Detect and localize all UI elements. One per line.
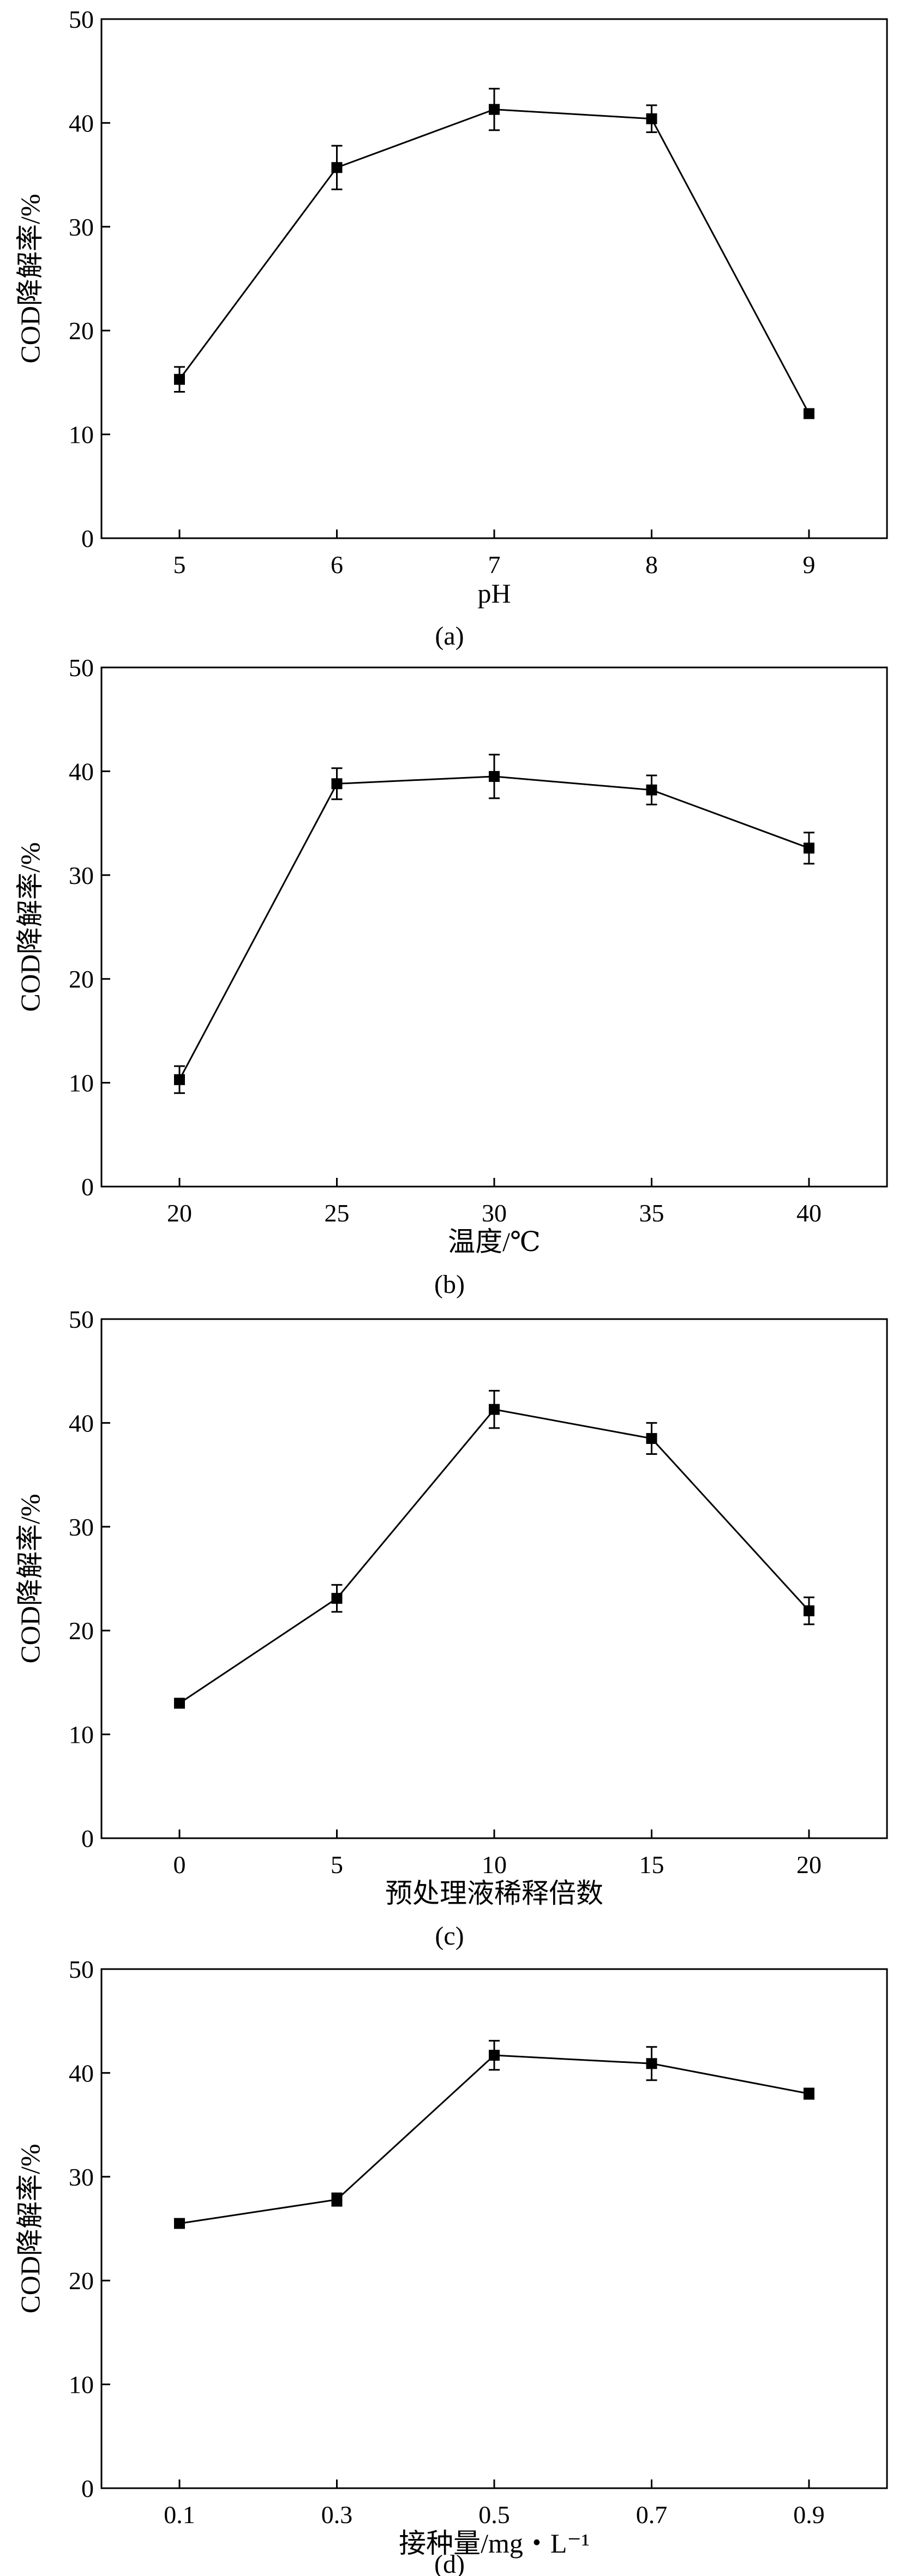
y-tick-label: 0 bbox=[81, 1173, 94, 1201]
series-line bbox=[178, 109, 810, 414]
x-axis-label: 预处理液稀释倍数 bbox=[385, 1878, 603, 1909]
x-tick-label: 0 bbox=[173, 1851, 186, 1879]
x-tick-label: 10 bbox=[482, 1851, 507, 1879]
y-tick-label: 40 bbox=[69, 2059, 94, 2087]
y-tick-label: 20 bbox=[69, 2267, 94, 2295]
series-line bbox=[178, 775, 810, 1080]
y-tick-label: 20 bbox=[69, 1617, 94, 1645]
data-point bbox=[331, 778, 343, 790]
x-tick-label: 6 bbox=[331, 551, 343, 579]
y-tick-label: 10 bbox=[69, 1069, 94, 1097]
x-tick-label: 25 bbox=[325, 1199, 350, 1227]
y-tick-label: 50 bbox=[69, 5, 94, 33]
series-marks bbox=[174, 754, 814, 1094]
data-point bbox=[331, 1593, 343, 1604]
y-tick-label: 0 bbox=[81, 2475, 94, 2502]
y-tick-label: 10 bbox=[69, 421, 94, 449]
x-tick-label: 9 bbox=[803, 551, 816, 579]
series-line bbox=[179, 1409, 810, 1704]
x-axis-ticks: 20 25 30 35 40 bbox=[167, 1178, 822, 1227]
data-point bbox=[804, 842, 814, 854]
panel-caption: (c) bbox=[435, 1922, 464, 1951]
x-tick-label: 20 bbox=[796, 1851, 822, 1879]
x-tick-label: 0.1 bbox=[164, 2501, 195, 2529]
y-tick-label: 20 bbox=[69, 317, 94, 345]
y-axis-label: COD降解率/% bbox=[15, 1494, 45, 1663]
y-axis-ticks: 0 10 20 30 40 50 bbox=[69, 654, 110, 1201]
panel-caption: (b) bbox=[434, 1270, 465, 1299]
x-tick-label: 0.3 bbox=[321, 2501, 353, 2529]
y-tick-label: 40 bbox=[69, 757, 94, 785]
x-tick-label: 5 bbox=[173, 551, 186, 579]
chart-panel-c: 0 10 20 30 40 50 0 5 10 15 20 预处理液稀释倍数 COD降解率/% (… bbox=[15, 1305, 888, 1951]
y-tick-label: 10 bbox=[69, 2371, 94, 2399]
x-tick-label: 35 bbox=[639, 1199, 664, 1227]
data-point bbox=[646, 2058, 657, 2069]
chart-panel-a: 0 10 20 30 40 50 5 6 7 8 9 pH COD降解率/% (a) bbox=[15, 5, 888, 651]
y-axis-label: COD降解率/% bbox=[15, 2144, 45, 2313]
y-tick-label: 0 bbox=[81, 525, 94, 552]
x-tick-label: 20 bbox=[167, 1199, 192, 1227]
y-tick-label: 30 bbox=[69, 1513, 94, 1541]
data-point bbox=[804, 1605, 814, 1617]
series-marks bbox=[174, 2039, 814, 2229]
x-axis-ticks: 0 5 10 15 20 bbox=[173, 1829, 822, 1879]
x-axis-ticks: 5 6 7 8 9 bbox=[173, 529, 816, 579]
x-axis-ticks: 0.1 0.3 0.5 0.7 0.9 bbox=[164, 2479, 825, 2529]
x-axis-label: pH bbox=[477, 578, 511, 609]
x-tick-label: 5 bbox=[331, 1851, 343, 1879]
data-point bbox=[174, 1074, 185, 1085]
y-axis-label: COD降解率/% bbox=[15, 842, 45, 1012]
y-tick-label: 30 bbox=[69, 2163, 94, 2191]
data-point bbox=[489, 104, 500, 115]
x-axis-label: 温度/℃ bbox=[448, 1226, 541, 1257]
y-tick-label: 50 bbox=[69, 654, 94, 682]
data-point bbox=[804, 2088, 814, 2099]
chart-panel-b: 0 10 20 30 40 50 20 25 30 35 40 温度/℃ COD降解率/% (b) bbox=[15, 654, 888, 1299]
y-tick-label: 50 bbox=[69, 1305, 94, 1333]
series-marks bbox=[174, 1389, 814, 1709]
y-tick-label: 50 bbox=[69, 1955, 94, 1983]
y-tick-label: 30 bbox=[69, 213, 94, 241]
series-line bbox=[179, 2054, 810, 2224]
y-tick-label: 40 bbox=[69, 1409, 94, 1437]
data-point bbox=[489, 1404, 500, 1415]
data-point bbox=[331, 2194, 343, 2205]
x-tick-label: 8 bbox=[645, 551, 658, 579]
series-marks bbox=[174, 88, 814, 419]
x-tick-label: 0.5 bbox=[478, 2501, 510, 2529]
y-axis-ticks: 0 10 20 30 40 50 bbox=[69, 1955, 110, 2502]
x-tick-label: 40 bbox=[796, 1199, 822, 1227]
data-point bbox=[804, 408, 814, 419]
data-point bbox=[646, 113, 657, 124]
y-tick-label: 30 bbox=[69, 862, 94, 889]
data-point bbox=[489, 771, 500, 782]
x-tick-label: 7 bbox=[488, 551, 501, 579]
data-point bbox=[174, 2218, 185, 2229]
x-tick-label: 15 bbox=[639, 1851, 664, 1879]
data-point bbox=[331, 162, 343, 173]
y-axis-ticks: 0 10 20 30 40 50 bbox=[69, 5, 110, 552]
x-tick-label: 0.9 bbox=[793, 2501, 825, 2529]
panel-caption: (d) bbox=[434, 2550, 465, 2576]
y-tick-label: 40 bbox=[69, 109, 94, 137]
y-tick-label: 0 bbox=[81, 1825, 94, 1852]
panel-caption: (a) bbox=[435, 622, 464, 651]
y-tick-label: 10 bbox=[69, 1721, 94, 1749]
data-point bbox=[489, 2050, 500, 2061]
x-tick-label: 30 bbox=[482, 1199, 507, 1227]
x-tick-label: 0.7 bbox=[636, 2501, 668, 2529]
y-tick-label: 20 bbox=[69, 965, 94, 993]
data-point bbox=[646, 784, 657, 796]
chart-panel-d: 0 10 20 30 40 50 0.1 0.3 0.5 0.7 0.9 接种量/mg・L⁻¹ C… bbox=[15, 1955, 888, 2576]
data-point bbox=[174, 374, 185, 385]
y-axis-label: COD降解率/% bbox=[15, 194, 45, 363]
x-axis-label: 接种量/mg・L⁻¹ bbox=[399, 2528, 590, 2559]
data-point bbox=[646, 1433, 657, 1444]
data-point bbox=[174, 1698, 185, 1709]
y-axis-ticks: 0 10 20 30 40 50 bbox=[69, 1305, 110, 1852]
plot-area-frame bbox=[100, 666, 888, 1188]
